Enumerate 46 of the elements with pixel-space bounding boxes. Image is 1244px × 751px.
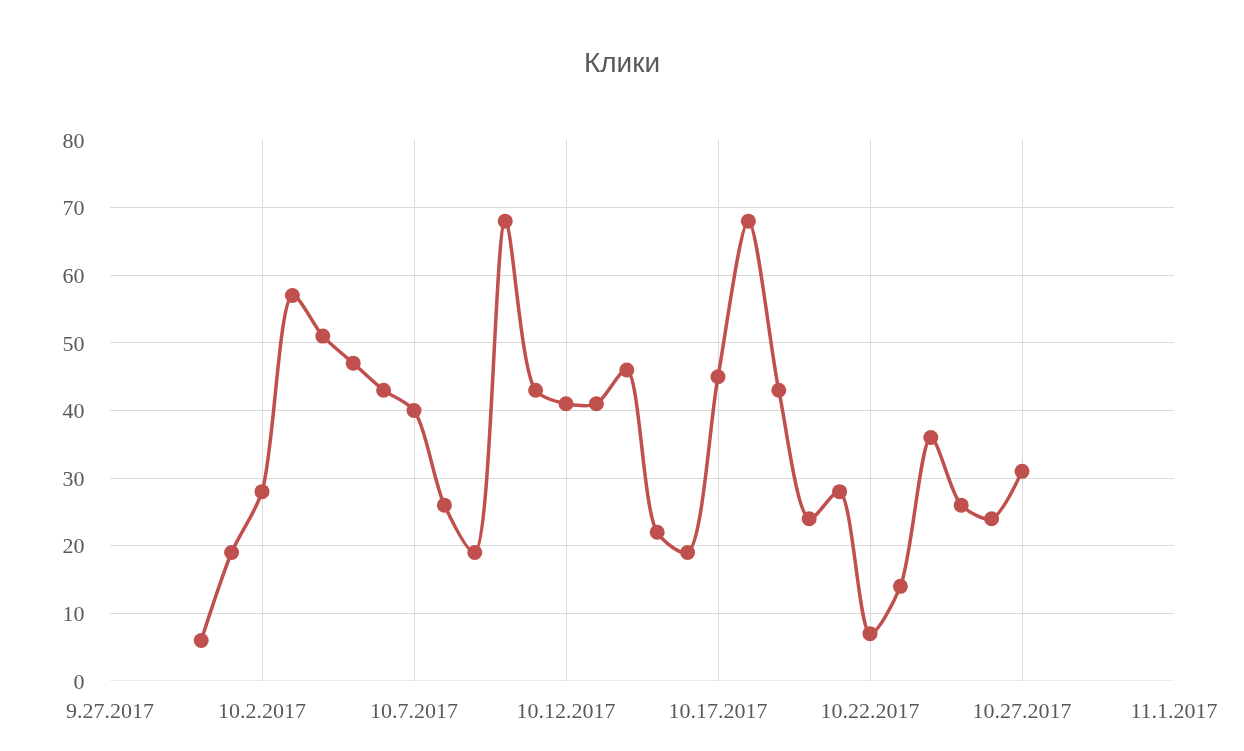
point [680,545,696,560]
x-tick-label: 10.7.2017 [370,698,458,724]
point [892,578,908,594]
point [984,511,1000,527]
chart-title: Клики [583,47,661,79]
x-tick-label: 10.17.2017 [668,698,768,724]
point [224,545,240,560]
point [284,288,300,304]
y-tick-label: 50 [62,330,85,356]
y-tick-label: 0 [73,668,85,694]
point [832,484,848,500]
point [588,396,604,412]
y-tick-label: 20 [62,533,85,559]
point [315,328,331,344]
y-tick-label: 40 [62,398,85,424]
point [710,369,726,385]
point [254,484,270,500]
point [801,511,817,527]
x-tick-label: 10.12.2017 [516,698,616,724]
point [467,545,483,560]
point [862,626,878,642]
y-tick-label: 10 [62,601,85,627]
y-tick-label: 70 [62,195,85,221]
point [345,355,361,371]
x-tick-label: 10.22.2017 [820,698,920,724]
point [1014,463,1030,479]
point [923,430,939,446]
point [406,403,422,418]
point [376,382,392,398]
y-tick-label: 60 [62,262,85,288]
point [497,213,513,229]
point [953,497,969,513]
x-tick-label: 10.2.2017 [218,698,306,724]
point [558,396,574,412]
point [771,382,787,398]
point [649,524,665,540]
y-tick-label: 80 [62,127,85,153]
point [436,497,452,513]
point [619,362,635,378]
point [740,213,756,229]
point [193,632,209,648]
x-tick-label: 9.27.2017 [66,698,154,724]
point [528,382,544,398]
x-tick-label: 10.27.2017 [972,698,1072,724]
y-tick-label: 30 [62,465,85,491]
x-tick-label: 11.1.2017 [1130,698,1218,724]
